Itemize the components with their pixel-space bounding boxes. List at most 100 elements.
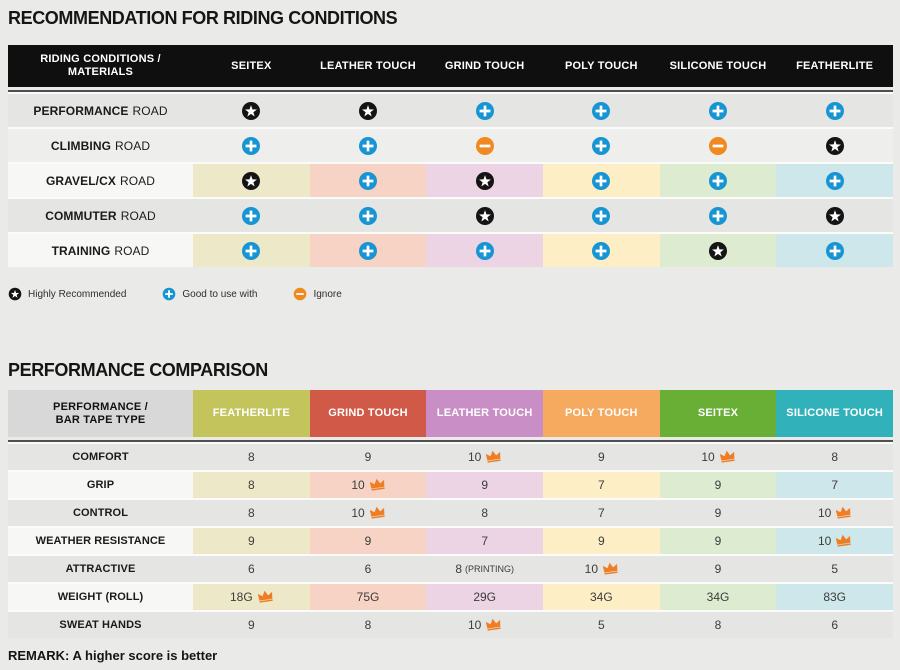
score-value: 10 [701, 450, 715, 464]
star-icon [825, 206, 844, 225]
star-icon [475, 171, 494, 190]
score-value: 83G [823, 590, 846, 604]
plus-icon [358, 241, 377, 260]
row-control: CONTROL 8 10 8 7 9 10 [8, 500, 893, 526]
bar-tape-header-poly-touch: POLY TOUCH [542, 390, 660, 437]
row-label: CLIMBING ROAD [8, 129, 193, 162]
score-value: 7 [597, 506, 605, 520]
score-value: 75G [356, 590, 380, 604]
recommendation-cell [659, 129, 777, 162]
recommendation-cell [309, 199, 427, 232]
recommendation-cell [776, 94, 893, 127]
row-performance-road: PERFORMANCE ROAD [8, 94, 893, 127]
score-cell: 9 [659, 472, 777, 498]
recommendation-cell [659, 199, 777, 232]
score-cell: 10 [426, 444, 543, 470]
score-cell: 5 [542, 612, 660, 638]
score-value: 10 [817, 506, 832, 520]
row-grip: GRIP 8 10 9 7 9 7 [8, 472, 893, 498]
plus-icon [358, 206, 377, 225]
row-label: WEIGHT (ROLL) [8, 584, 193, 610]
score-cell: 75G [309, 584, 427, 610]
score-cell: 34G [659, 584, 777, 610]
performance-comparison-section: PERFORMANCE COMPARISON PERFORMANCE / BAR … [8, 360, 893, 663]
minus-icon [475, 136, 494, 155]
crown-icon [602, 561, 619, 575]
recommendation-cell [193, 129, 310, 162]
star-icon [8, 287, 22, 301]
score-value: 9 [364, 534, 372, 548]
bar-tape-header-featherlite: FEATHERLITE [193, 390, 310, 437]
row-label: COMMUTER ROAD [8, 199, 193, 232]
score-cell: 8 [426, 500, 543, 526]
score-cell: 10 [659, 444, 777, 470]
material-header-featherlite: FEATHERLITE [796, 59, 874, 72]
plus-icon [358, 171, 377, 190]
star-icon [708, 241, 727, 260]
crown-icon [485, 449, 502, 463]
row-label: SWEAT HANDS [8, 612, 193, 638]
recommendation-cell [426, 234, 543, 267]
crown-icon [257, 589, 274, 603]
score-cell: 9 [542, 528, 660, 554]
recommendation-cell [659, 234, 777, 267]
score-cell: 9 [309, 528, 427, 554]
riding-conditions-header-row: RIDING CONDITIONS / MATERIALS SEITEX LEATHE… [8, 45, 893, 87]
crown-icon [719, 449, 736, 463]
crown-icon [835, 505, 852, 519]
score-cell: 9 [659, 528, 777, 554]
legend-item-ignore: Ignore [293, 287, 342, 301]
score-value: 7 [597, 478, 605, 492]
score-cell: 34G [542, 584, 660, 610]
row-training-road: TRAINING ROAD [8, 234, 893, 267]
score-cell: 9 [193, 612, 310, 638]
row-gravel-cx-road: GRAVEL/CX ROAD [8, 164, 893, 197]
performance-comparison-title: PERFORMANCE COMPARISON [8, 360, 268, 380]
score-suffix: (PRINTING) [465, 564, 514, 574]
plus-icon [825, 171, 844, 190]
performance-corner-header: PERFORMANCE / BAR TAPE TYPE [8, 390, 193, 437]
score-cell: 9 [542, 444, 660, 470]
score-cell: 7 [542, 500, 660, 526]
plus-icon [242, 206, 261, 225]
score-value: 6 [831, 618, 838, 632]
row-label: PERFORMANCE ROAD [8, 94, 193, 127]
score-value: 9 [364, 450, 372, 464]
score-value: 8 [364, 618, 372, 632]
score-value: 9 [481, 478, 488, 492]
plus-icon [592, 206, 611, 225]
recommendation-cell [193, 234, 310, 267]
legend-label: Ignore [313, 288, 342, 300]
recommendation-cell [193, 94, 310, 127]
score-cell: 7 [542, 472, 660, 498]
recommendation-cell [309, 234, 427, 267]
crown-icon [369, 505, 386, 519]
score-cell: 10 [776, 528, 893, 554]
score-value: 5 [831, 562, 838, 576]
score-cell: 10 [542, 556, 660, 582]
row-climbing-road: CLIMBING ROAD [8, 129, 893, 162]
legend-item-good-to-use-with: Good to use with [162, 287, 257, 301]
recommendation-cell [193, 164, 310, 197]
row-weight-roll: WEIGHT (ROLL) 18G 75G 29G 34G 34G 83G [8, 584, 893, 610]
material-header-leather-touch: LEATHER TOUCH [320, 59, 416, 72]
score-cell: 8 [193, 472, 310, 498]
row-label: GRIP [8, 472, 193, 498]
score-cell: 6 [193, 556, 310, 582]
score-value: 8 [247, 478, 255, 492]
score-cell: 8 [193, 444, 310, 470]
plus-icon [163, 287, 176, 301]
header-divider [8, 440, 893, 442]
plus-icon [592, 171, 611, 190]
score-value: 6 [364, 562, 372, 576]
riding-conditions-title: RECOMMENDATION FOR RIDING CONDITIONS [8, 8, 398, 28]
material-header-grind-touch: GRIND TOUCH [444, 59, 525, 72]
plus-icon [708, 171, 727, 190]
score-cell: 9 [309, 444, 427, 470]
star-icon [475, 206, 494, 225]
plus-icon [358, 136, 377, 155]
recommendation-cell [776, 199, 893, 232]
recommendation-cell [542, 129, 660, 162]
recommendation-cell [776, 164, 893, 197]
